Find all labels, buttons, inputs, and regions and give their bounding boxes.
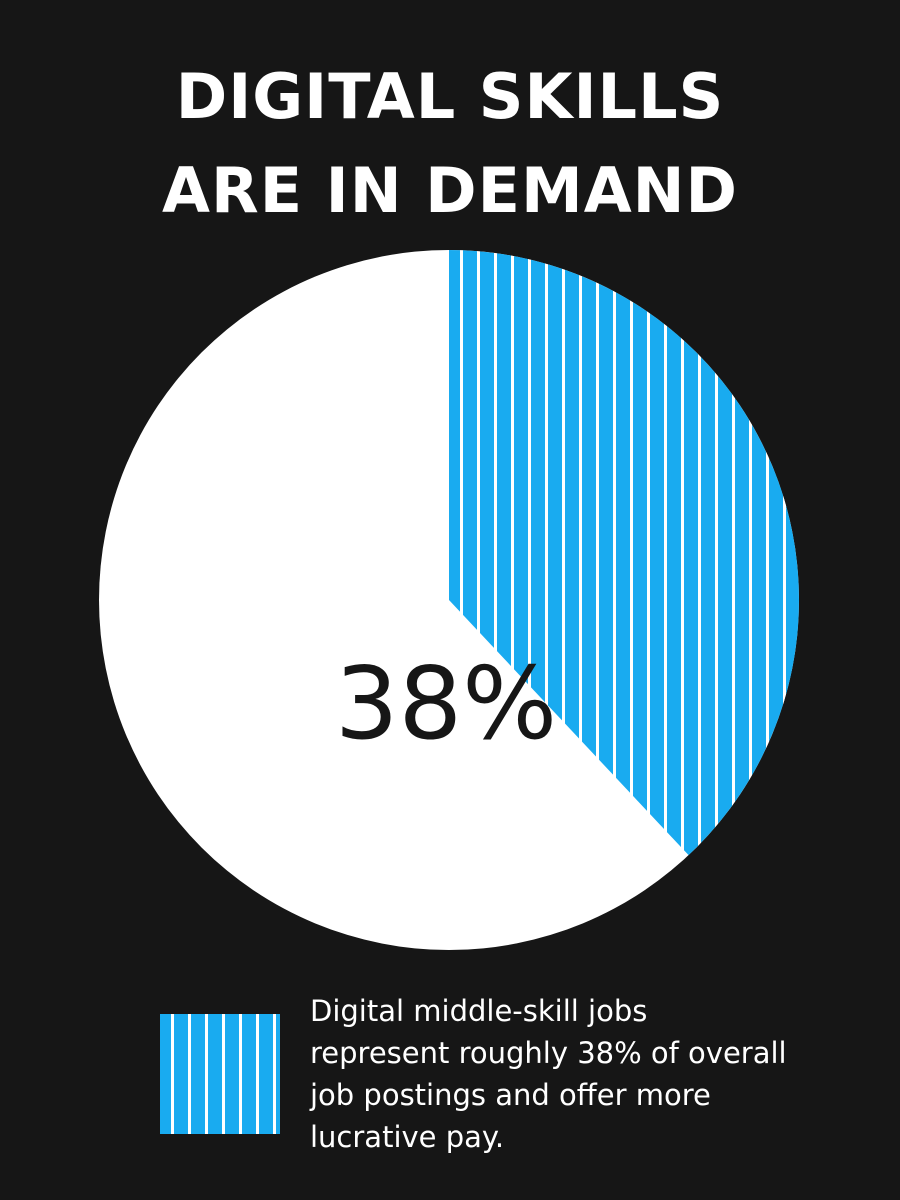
title-line-1: DIGITAL SKILLS [175, 60, 725, 133]
center-percentage: 38% [335, 645, 557, 762]
chart-title: DIGITAL SKILLS ARE IN DEMAND [0, 50, 900, 238]
title-line-2: ARE IN DEMAND [161, 154, 739, 227]
legend-swatch [160, 1014, 280, 1134]
pie-slice-digital-jobs [449, 250, 800, 856]
legend-description: Digital middle-skill jobs represent roug… [310, 994, 787, 1154]
